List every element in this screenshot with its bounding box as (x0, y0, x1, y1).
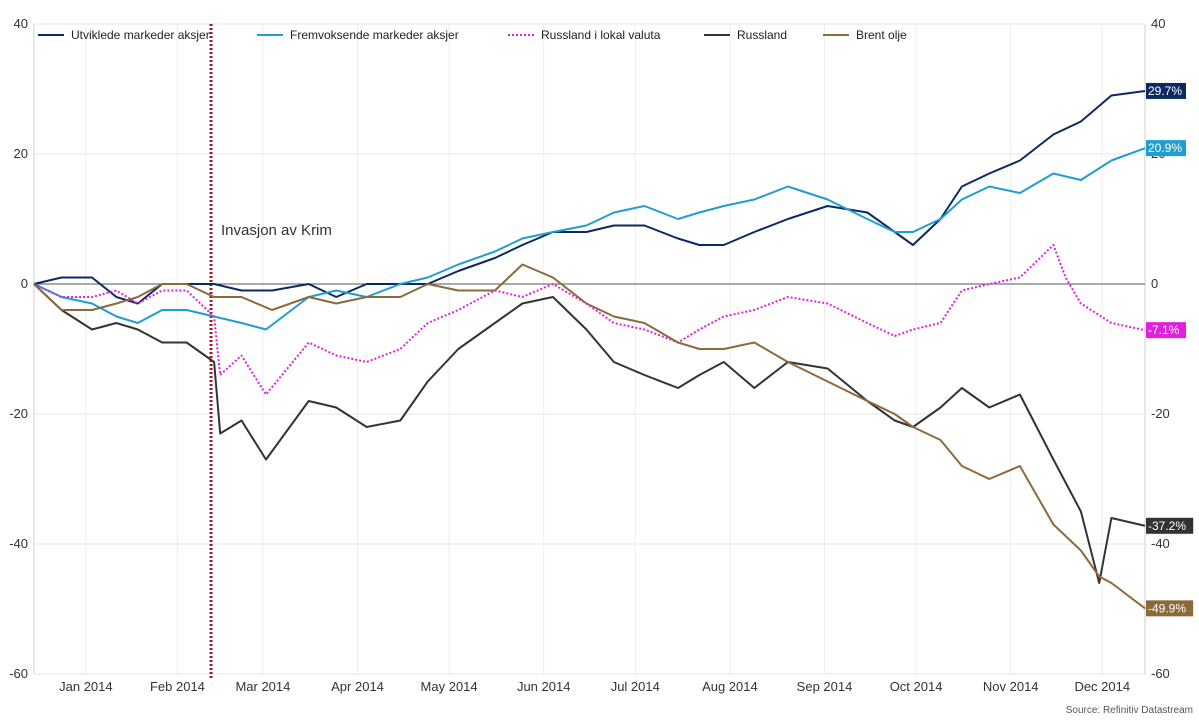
end-label: -49.9% (1148, 601, 1186, 615)
legend-label: Brent olje (856, 28, 907, 42)
y-tick-label-left: 40 (14, 16, 28, 31)
x-tick-label: May 2014 (421, 679, 478, 694)
x-tick-label: Feb 2014 (150, 679, 205, 694)
end-label-box (1146, 517, 1194, 534)
x-tick-label: Jun 2014 (517, 679, 571, 694)
x-tick-label: Aug 2014 (702, 679, 758, 694)
end-label: -37.2% (1148, 519, 1186, 533)
y-tick-label-left: 20 (14, 146, 28, 161)
end-label: -7.1% (1148, 323, 1180, 337)
legend: Utviklede markeder aksjer Fremvoksende ma… (38, 28, 907, 42)
end-labels: 29.7% 20.9% -7.1% -37.2% -49.9% (1146, 82, 1194, 617)
series-line (33, 147, 1146, 331)
x-tick-label: Jan 2014 (59, 679, 113, 694)
legend-label: Russland (737, 28, 787, 42)
end-label-box (1146, 140, 1186, 157)
end-label-box (1146, 322, 1186, 339)
end-label: 29.7% (1148, 84, 1182, 98)
series (33, 90, 1146, 610)
end-label-box (1146, 82, 1186, 99)
series-line (33, 283, 1146, 584)
y-tick-label-right: -60 (1151, 666, 1170, 681)
y-tick-label-left: -60 (9, 666, 28, 681)
y-tick-label-right: 0 (1151, 276, 1158, 291)
series-line (33, 90, 1146, 305)
annotation: Invasjon av Krim (209, 24, 332, 678)
y-tick-label-right: 40 (1151, 16, 1165, 31)
legend-label: Fremvoksende markeder aksjer (290, 28, 459, 42)
y-tick-label-right: -40 (1151, 536, 1170, 551)
x-tick-label: Sep 2014 (797, 679, 853, 694)
x-tick-label: Apr 2014 (331, 679, 384, 694)
y-tick-label-left: -40 (9, 536, 28, 551)
source-note: Source: Refinitiv Datastream (1066, 705, 1193, 716)
y-tick-label-left: -20 (9, 406, 28, 421)
series-line (33, 244, 1146, 396)
x-tick-label: Dec 2014 (1074, 679, 1130, 694)
x-tick-label: Oct 2014 (890, 679, 943, 694)
end-label: 20.9% (1148, 141, 1182, 155)
y-tick-label-left: 0 (21, 276, 28, 291)
x-tick-label: Jul 2014 (611, 679, 660, 694)
y-tick-label-right: -20 (1151, 406, 1170, 421)
legend-label: Russland i lokal valuta (541, 28, 661, 42)
grid (33, 23, 1146, 675)
series-line (33, 263, 1146, 610)
legend-label: Utviklede markeder aksjer (71, 28, 210, 42)
event-label: Invasjon av Krim (221, 222, 332, 239)
x-tick-label: Nov 2014 (983, 679, 1039, 694)
end-label-box (1146, 600, 1194, 617)
x-tick-label: Mar 2014 (235, 679, 290, 694)
